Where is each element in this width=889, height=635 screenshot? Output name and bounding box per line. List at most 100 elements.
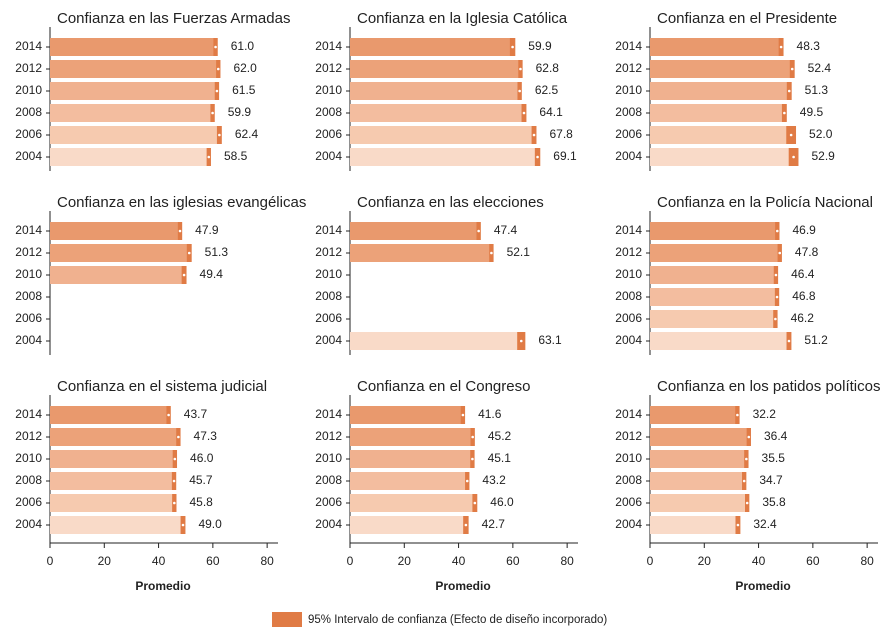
y-tick-label: 2012 bbox=[15, 245, 42, 259]
y-tick-label: 2006 bbox=[15, 311, 42, 325]
bar bbox=[50, 494, 175, 512]
panel-title: Confianza en el Presidente bbox=[657, 10, 837, 27]
value-label: 34.7 bbox=[759, 473, 783, 487]
x-tick-label: 80 bbox=[860, 554, 874, 568]
x-tick-label: 40 bbox=[752, 554, 766, 568]
y-tick-label: 2008 bbox=[615, 473, 642, 487]
value-label: 48.3 bbox=[797, 39, 821, 53]
x-tick-label: 40 bbox=[452, 554, 466, 568]
bar bbox=[50, 516, 183, 534]
y-tick-label: 2006 bbox=[15, 127, 42, 141]
x-tick-label: 20 bbox=[398, 554, 412, 568]
value-label: 59.9 bbox=[228, 105, 252, 119]
y-tick-label: 2008 bbox=[315, 473, 342, 487]
ci-point bbox=[207, 155, 211, 159]
ci-point bbox=[792, 155, 795, 159]
y-tick-label: 2004 bbox=[615, 149, 642, 163]
y-tick-label: 2012 bbox=[15, 429, 42, 443]
y-tick-label: 2010 bbox=[615, 83, 642, 97]
x-tick-label: 80 bbox=[560, 554, 574, 568]
ci-point bbox=[173, 501, 176, 505]
x-tick-label: 60 bbox=[506, 554, 520, 568]
ci-point bbox=[167, 413, 170, 417]
bar bbox=[50, 148, 209, 166]
y-tick-label: 2008 bbox=[315, 289, 342, 303]
value-label: 62.4 bbox=[235, 127, 259, 141]
y-tick-label: 2006 bbox=[315, 495, 342, 509]
bar bbox=[650, 406, 738, 424]
value-label: 49.0 bbox=[198, 517, 222, 531]
bar bbox=[50, 244, 190, 262]
y-tick-label: 2006 bbox=[315, 127, 342, 141]
bar bbox=[50, 222, 181, 240]
y-tick-label: 2014 bbox=[315, 407, 342, 421]
value-label: 46.8 bbox=[792, 289, 816, 303]
ci-point bbox=[211, 111, 214, 115]
ci-point bbox=[522, 111, 526, 115]
panel-title: Confianza en la Iglesia Católica bbox=[357, 10, 568, 27]
bar bbox=[650, 244, 780, 262]
ci-point bbox=[519, 339, 523, 343]
value-label: 32.2 bbox=[753, 407, 777, 421]
value-label: 62.5 bbox=[535, 83, 559, 97]
bar bbox=[650, 126, 792, 144]
y-tick-label: 2010 bbox=[315, 451, 342, 465]
bar bbox=[350, 126, 535, 144]
value-label: 46.9 bbox=[792, 223, 816, 237]
ci-point bbox=[477, 229, 480, 233]
bar bbox=[350, 244, 492, 262]
ci-point bbox=[789, 133, 793, 137]
value-label: 41.6 bbox=[478, 407, 502, 421]
x-tick-label: 60 bbox=[206, 554, 220, 568]
ci-point bbox=[461, 413, 465, 417]
ci-point bbox=[778, 251, 782, 255]
y-tick-label: 2006 bbox=[615, 495, 642, 509]
value-label: 69.1 bbox=[553, 149, 577, 163]
y-tick-label: 2010 bbox=[15, 83, 42, 97]
x-axis-label: Promedio bbox=[735, 579, 790, 593]
y-tick-label: 2008 bbox=[15, 289, 42, 303]
bar bbox=[650, 222, 778, 240]
y-tick-label: 2008 bbox=[615, 105, 642, 119]
bar bbox=[350, 104, 524, 122]
ci-point bbox=[742, 479, 746, 483]
value-label: 45.7 bbox=[189, 473, 213, 487]
bar bbox=[350, 148, 538, 166]
value-label: 62.0 bbox=[233, 61, 257, 75]
y-tick-label: 2014 bbox=[315, 39, 342, 53]
value-label: 64.1 bbox=[539, 105, 563, 119]
ci-point bbox=[172, 479, 176, 483]
bar bbox=[650, 266, 776, 284]
x-tick-label: 0 bbox=[647, 554, 654, 568]
bar bbox=[350, 428, 473, 446]
value-label: 46.2 bbox=[791, 311, 815, 325]
y-tick-label: 2008 bbox=[315, 105, 342, 119]
ci-point bbox=[464, 523, 468, 527]
y-tick-label: 2012 bbox=[615, 429, 642, 443]
x-tick-label: 0 bbox=[47, 554, 54, 568]
bar bbox=[350, 494, 475, 512]
bar bbox=[650, 288, 778, 306]
bar bbox=[350, 516, 466, 534]
y-tick-label: 2012 bbox=[615, 245, 642, 259]
bar bbox=[50, 428, 179, 446]
legend-label: 95% Intervalo de confianza (Efecto de di… bbox=[308, 614, 607, 626]
bar bbox=[650, 332, 789, 350]
ci-point bbox=[736, 523, 740, 527]
value-label: 52.9 bbox=[811, 149, 835, 163]
value-label: 46.0 bbox=[190, 451, 214, 465]
y-tick-label: 2004 bbox=[315, 333, 342, 347]
bar bbox=[650, 516, 738, 534]
value-label: 61.5 bbox=[232, 83, 256, 97]
value-label: 43.7 bbox=[184, 407, 208, 421]
y-tick-label: 2004 bbox=[15, 149, 42, 163]
y-tick-label: 2012 bbox=[315, 245, 342, 259]
ci-point bbox=[490, 251, 493, 255]
ci-point bbox=[173, 457, 177, 461]
y-tick-label: 2010 bbox=[315, 83, 342, 97]
ci-point bbox=[779, 45, 783, 49]
y-tick-label: 2014 bbox=[15, 223, 42, 237]
value-label: 45.2 bbox=[488, 429, 512, 443]
x-tick-label: 20 bbox=[98, 554, 112, 568]
